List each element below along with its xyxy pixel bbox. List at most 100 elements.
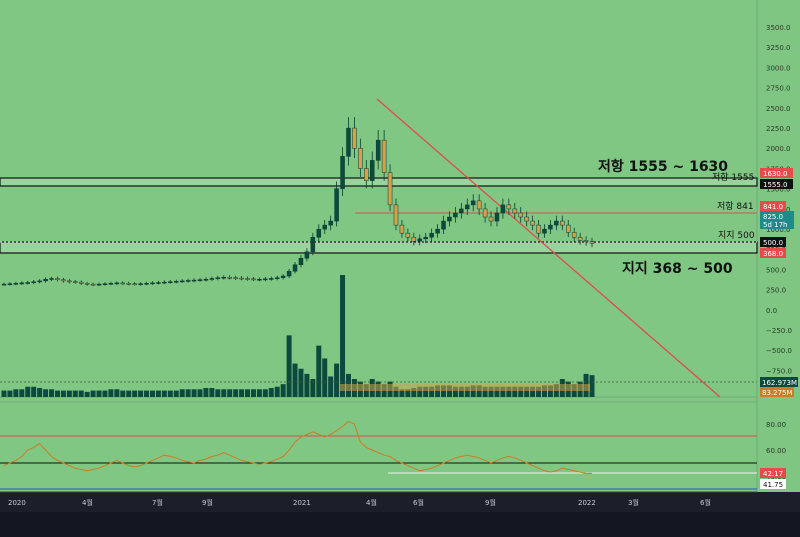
volume-bar xyxy=(334,363,340,397)
candle-body xyxy=(399,224,405,234)
volume-bar xyxy=(452,386,458,397)
candle-body xyxy=(108,283,114,285)
svg-text:162.973M: 162.973M xyxy=(762,379,797,387)
candle-body xyxy=(162,281,167,284)
candle-body xyxy=(61,279,66,282)
volume-bar xyxy=(464,386,470,397)
badge-volume-1: 162.973M xyxy=(760,377,798,387)
volume-bar xyxy=(203,388,209,397)
badge-osc-2: 41.75 xyxy=(760,479,786,489)
volume-bar xyxy=(245,389,251,397)
candle-body xyxy=(274,277,280,279)
time-label: 2020 xyxy=(8,499,26,507)
volume-bar xyxy=(37,388,43,397)
candle-body xyxy=(316,228,322,238)
volume-bar xyxy=(256,389,262,397)
candle-body xyxy=(405,232,411,238)
candle-body xyxy=(488,216,494,222)
time-axis-panel xyxy=(0,492,800,512)
support-zone xyxy=(0,241,758,254)
volume-bar xyxy=(155,390,161,397)
candle-body xyxy=(144,283,149,285)
svg-text:368.0: 368.0 xyxy=(763,250,783,258)
candle-body xyxy=(67,280,72,283)
volume-bar xyxy=(458,386,464,397)
price-tick-label: −500.0 xyxy=(766,347,792,355)
candle-body xyxy=(138,283,143,285)
badge-500: 500.0 xyxy=(760,237,786,247)
volume-bar xyxy=(1,390,7,397)
svg-text:5d 17h: 5d 17h xyxy=(763,221,787,229)
price-tick-label: 3000.0 xyxy=(766,64,791,72)
volume-bar xyxy=(494,386,500,397)
candle-body xyxy=(37,280,42,283)
volume-bar xyxy=(90,390,96,397)
svg-text:1555.0: 1555.0 xyxy=(763,181,788,189)
price-tick-label: 3250.0 xyxy=(766,44,791,52)
candle-body xyxy=(494,212,500,222)
volume-bar xyxy=(524,386,530,397)
volume-bar xyxy=(239,389,245,397)
candle-body xyxy=(257,279,262,281)
badge-368: 368.0 xyxy=(760,248,786,258)
candle-body xyxy=(43,279,48,282)
candle-body xyxy=(286,270,292,277)
badge-1555: 1555.0 xyxy=(760,179,793,189)
volume-bar xyxy=(530,386,536,397)
volume-bar xyxy=(191,389,197,397)
candle-body xyxy=(120,282,126,285)
candle-body xyxy=(73,281,78,283)
candle-body xyxy=(459,208,464,214)
volume-bar xyxy=(126,390,132,397)
candle-body xyxy=(132,283,137,285)
time-label: 7월 xyxy=(152,498,163,507)
price-tick-label: 2000.0 xyxy=(766,145,791,153)
label-resistance-1555: 저항 1555 xyxy=(712,172,754,183)
volume-bar xyxy=(31,386,37,397)
candle-body xyxy=(173,281,179,283)
candle-body xyxy=(31,281,36,283)
candle-body xyxy=(571,232,577,238)
candle-body xyxy=(156,282,161,284)
volume-bar xyxy=(13,389,19,397)
candle-body xyxy=(7,283,13,285)
candle-body xyxy=(227,277,232,279)
candle-body xyxy=(263,278,268,281)
candle-body xyxy=(269,278,274,280)
volume-bar xyxy=(209,388,215,397)
time-label: 9월 xyxy=(485,498,496,507)
candle-body xyxy=(150,282,155,285)
candle-body xyxy=(536,224,541,234)
candle-body xyxy=(482,208,488,218)
candle-body xyxy=(565,224,571,233)
volume-bar xyxy=(138,390,144,397)
volume-bar xyxy=(286,335,292,397)
candle-body xyxy=(102,283,108,285)
price-tick-label: 2500.0 xyxy=(766,105,791,113)
candle-body xyxy=(577,236,583,241)
volume-bar xyxy=(149,390,155,397)
volume-bar xyxy=(215,389,221,397)
volume-bar xyxy=(78,390,84,397)
price-tick-label: −250.0 xyxy=(766,327,792,335)
candle-body xyxy=(304,251,310,259)
candle-body xyxy=(542,228,547,234)
candle-body xyxy=(215,277,221,279)
volume-bar xyxy=(304,373,310,397)
volume-bar xyxy=(446,385,452,397)
volume-bar xyxy=(250,389,256,397)
candle-body xyxy=(328,220,333,226)
volume-bar xyxy=(423,386,429,397)
candle-body xyxy=(465,204,470,210)
candlesticks xyxy=(1,117,595,287)
candle-body xyxy=(411,236,417,242)
candle-body xyxy=(19,282,25,285)
svg-text:500.0: 500.0 xyxy=(763,239,783,247)
candle-body xyxy=(381,139,387,173)
badge-825: 825.0 5d 17h xyxy=(760,211,794,229)
candle-body xyxy=(298,258,304,265)
volume-bar xyxy=(173,390,179,397)
candle-body xyxy=(179,280,185,283)
